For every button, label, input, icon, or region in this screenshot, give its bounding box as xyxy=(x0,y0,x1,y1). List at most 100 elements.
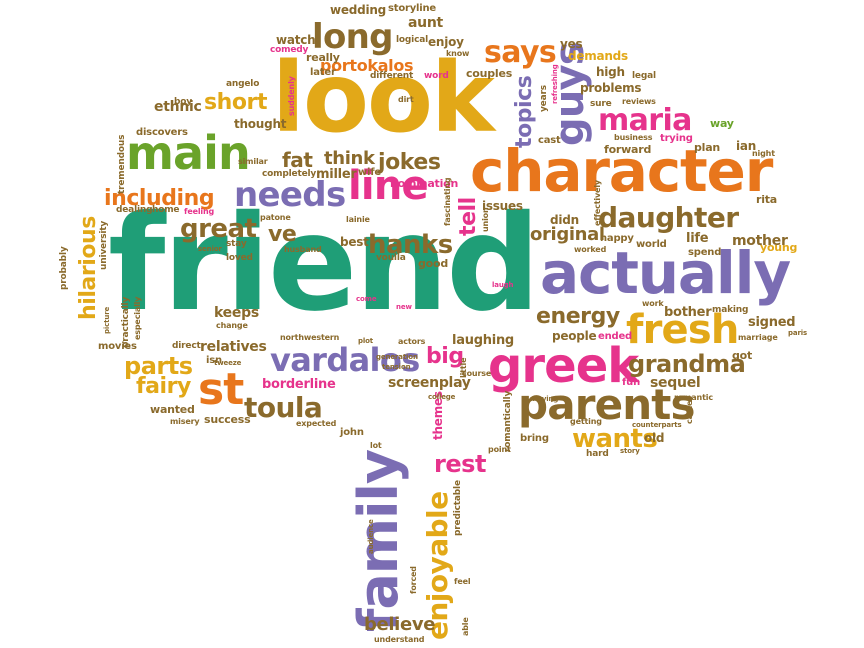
word-character: character xyxy=(470,137,773,205)
word-thought: thought xyxy=(234,117,287,131)
word-course: course xyxy=(462,369,492,378)
word-change: change xyxy=(216,321,248,330)
word-misery: misery xyxy=(170,417,200,426)
word-trying: trying xyxy=(660,133,693,144)
word-family: family xyxy=(347,450,410,632)
word-husband: husband xyxy=(284,245,322,254)
word-counterparts: counterparts xyxy=(632,421,682,429)
word-main: main xyxy=(126,126,251,180)
word-forced: forced xyxy=(409,566,418,594)
word-miller: miller xyxy=(316,167,357,182)
word-wants: wants xyxy=(572,424,658,454)
word-way: way xyxy=(710,117,734,130)
word-wanted: wanted xyxy=(150,403,195,416)
word-especially: especially xyxy=(133,296,142,340)
word-bring: bring xyxy=(520,433,549,444)
word-ve: ve xyxy=(268,222,297,247)
word-happy: happy xyxy=(600,233,634,244)
word-know: know xyxy=(446,49,470,58)
word-demands: demands xyxy=(568,49,628,63)
word-spend: spend xyxy=(688,247,722,258)
word-cast: cast xyxy=(538,135,561,146)
word-friend: friend xyxy=(108,187,541,341)
word-laughing: laughing xyxy=(452,333,514,348)
word-tremendous: tremendous xyxy=(117,134,127,194)
word-moving: moving xyxy=(530,395,559,403)
word-good: good xyxy=(418,257,448,270)
word-lainie: lainie xyxy=(346,215,370,224)
word-success: success xyxy=(204,413,251,426)
word-long: long xyxy=(312,17,394,57)
word-maria: maria xyxy=(598,103,692,138)
word-yes: yes xyxy=(560,37,583,51)
word-ended: ended xyxy=(598,331,633,342)
word-toula: toula xyxy=(244,391,323,424)
word-loved: loved xyxy=(226,253,253,263)
word-reviews: reviews xyxy=(622,97,656,106)
word-wedding: wedding xyxy=(330,3,386,17)
word-college: college xyxy=(428,393,456,401)
word-signed: signed xyxy=(748,315,796,330)
word-patone: patone xyxy=(260,213,291,222)
word-romantic: romantic xyxy=(674,393,713,402)
word-mother: mother xyxy=(732,233,788,249)
word-great: great xyxy=(180,214,257,244)
word-watch: watch xyxy=(276,33,316,47)
word-word: word xyxy=(424,71,449,81)
word-hilarious: hilarious xyxy=(76,216,101,320)
word-got: got xyxy=(732,349,753,362)
word-actually: actually xyxy=(540,239,791,307)
word-forward: forward xyxy=(604,143,652,156)
word-work: work xyxy=(642,299,664,308)
word-completely: completely xyxy=(262,169,317,179)
word-night: night xyxy=(752,149,775,158)
word-aunt: aunt xyxy=(408,15,443,31)
word-john: john xyxy=(340,427,364,438)
word-vardalos: vardalos xyxy=(270,341,420,379)
word-legal: legal xyxy=(632,71,656,81)
word-dirt: dirt xyxy=(398,95,414,104)
word-marriage: marriage xyxy=(738,333,778,342)
word-fat: fat xyxy=(282,148,313,172)
word-hard: hard xyxy=(586,449,609,459)
word-different: different xyxy=(370,71,414,81)
word-line: line xyxy=(348,163,429,209)
word-worked: worked xyxy=(574,245,607,254)
word-picture: picture xyxy=(103,306,111,334)
word-tension: tension xyxy=(382,363,411,371)
word-fun: fun xyxy=(622,377,640,388)
word-able: able xyxy=(461,617,470,636)
word-isn: isn xyxy=(206,355,222,366)
word-voulla: voulla xyxy=(376,253,406,263)
word-greek: greek xyxy=(488,338,639,394)
word-actors: actors xyxy=(398,337,426,346)
word-dealing: dealing xyxy=(116,205,153,215)
word-parts: parts xyxy=(124,352,193,380)
word-think: think xyxy=(324,148,375,169)
word-world: world xyxy=(636,239,667,250)
word-hanks: hanks xyxy=(368,230,453,260)
word-paris: paris xyxy=(788,329,808,337)
word-feel: feel xyxy=(454,577,471,586)
word-rita: rita xyxy=(756,193,777,206)
word-sure: sure xyxy=(590,99,612,109)
word-fairy: fairy xyxy=(136,374,191,399)
word-storyline: storyline xyxy=(388,3,437,14)
word-later: later xyxy=(310,67,336,78)
word-comedy: comedy xyxy=(270,45,309,55)
word-audience: audience xyxy=(367,519,375,554)
word-says: says xyxy=(484,35,557,70)
word-st: st xyxy=(198,364,244,415)
word-fresh: fresh xyxy=(626,307,739,353)
word-believe: believe xyxy=(364,614,436,635)
word-issues: issues xyxy=(482,199,523,213)
word-movies: movies xyxy=(98,341,137,352)
word-really: really xyxy=(306,51,340,64)
word-come: come xyxy=(356,295,377,303)
word-tweeze: tweeze xyxy=(214,359,242,367)
word-years: years xyxy=(539,85,549,112)
word-rest: rest xyxy=(434,450,486,478)
word-energy: energy xyxy=(536,304,620,329)
word-home: home xyxy=(152,205,180,215)
